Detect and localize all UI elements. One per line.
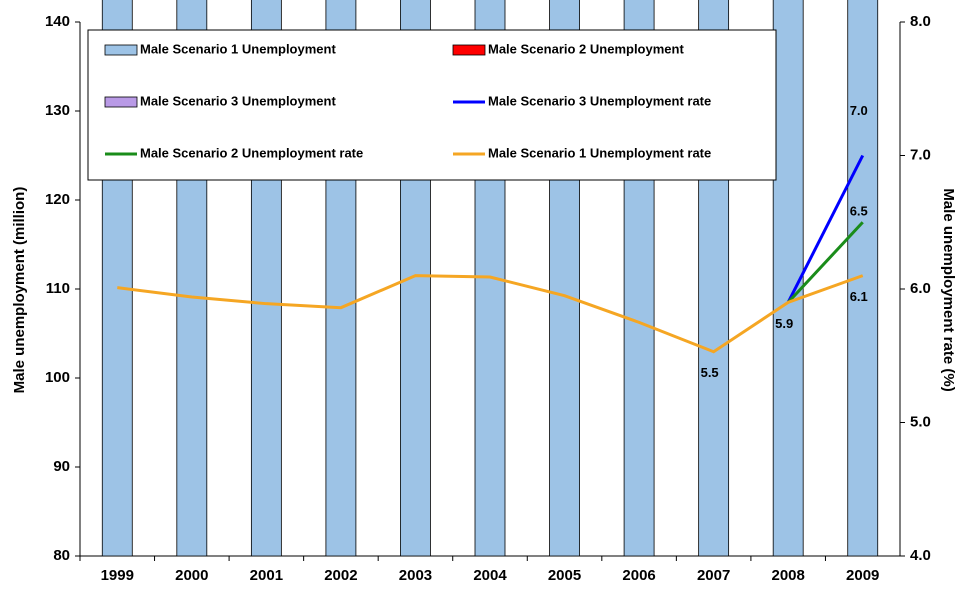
y2-tick-label: 5.0 [910, 413, 931, 430]
x-tick-label: 1999 [101, 567, 134, 584]
x-tick-label: 2004 [473, 567, 507, 584]
y-tick-label: 100 [45, 369, 70, 386]
legend-swatch [452, 44, 486, 56]
y-tick-label: 140 [45, 13, 70, 30]
legend-label: Male Scenario 3 Unemployment [140, 93, 336, 108]
y-tick-label: 80 [53, 547, 70, 564]
legend-swatch [104, 96, 138, 108]
y2-axis-title: Male unemployment rate (%) [940, 188, 957, 391]
x-tick-label: 2003 [399, 567, 432, 584]
value-label: 6.5 [850, 204, 868, 219]
legend-label: Male Scenario 3 Unemployment rate [488, 93, 711, 108]
y-axis-title: Male unemployment (million) [11, 187, 28, 394]
x-tick-label: 2000 [175, 567, 208, 584]
x-tick-label: 2002 [324, 567, 357, 584]
y-tick-label: 110 [46, 280, 70, 297]
legend: Male Scenario 1 Unemployment Male Scenari… [87, 29, 777, 181]
y2-tick-label: 8.0 [910, 13, 931, 30]
value-label: 5.9 [775, 316, 793, 331]
bar [772, 0, 804, 557]
x-tick-label: 2001 [250, 567, 283, 584]
y-tick-label: 90 [53, 458, 70, 475]
x-tick-label: 2005 [548, 567, 581, 584]
y-tick-label: 130 [45, 102, 70, 119]
y2-tick-label: 7.0 [910, 146, 931, 163]
y2-tick-label: 6.0 [910, 280, 931, 297]
rate-line [786, 154, 865, 304]
legend-label: Male Scenario 1 Unemployment rate [488, 145, 711, 160]
legend-label: Male Scenario 2 Unemployment rate [140, 145, 363, 160]
legend-label: Male Scenario 2 Unemployment [488, 41, 684, 56]
value-label: 5.5 [701, 365, 719, 380]
x-tick-label: 2008 [771, 567, 804, 584]
rate-line [117, 274, 864, 354]
legend-box [87, 29, 777, 181]
y-tick-label: 120 [45, 191, 70, 208]
x-tick-label: 2007 [697, 567, 730, 584]
legend-swatch [104, 44, 138, 56]
x-tick-label: 2006 [622, 567, 655, 584]
x-tick-label: 2009 [846, 567, 879, 584]
value-label: 7.0 [850, 103, 868, 118]
rate-line [787, 221, 864, 304]
value-label: 6.1 [850, 289, 868, 304]
legend-label: Male Scenario 1 Unemployment [140, 41, 336, 56]
y2-tick-label: 4.0 [910, 547, 931, 564]
